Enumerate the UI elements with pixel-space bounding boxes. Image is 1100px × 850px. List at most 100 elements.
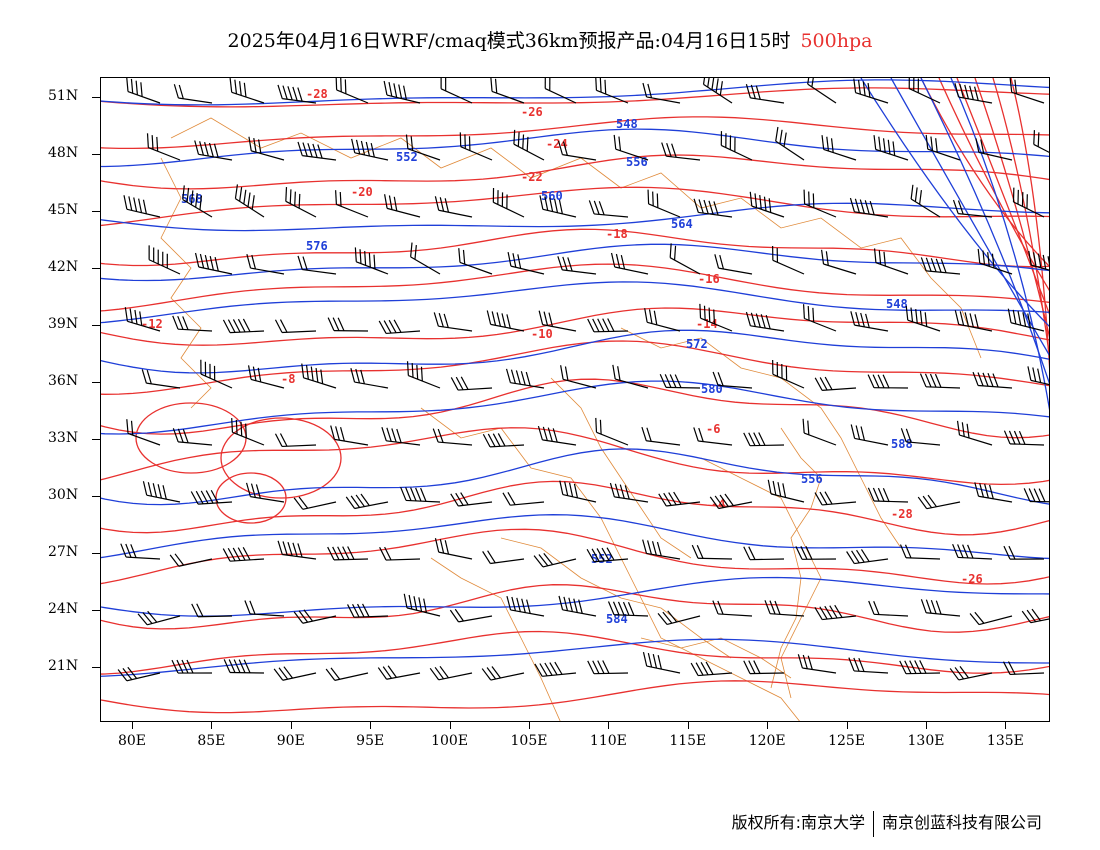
wind-barb [459,132,493,161]
wind-barb [557,256,597,275]
height-contours [101,78,1049,677]
wind-barb [764,600,805,617]
lat-tick-mark [92,154,100,155]
wind-barb [534,661,577,677]
wind-barb [432,428,473,446]
wind-barb [952,199,993,218]
wind-barb [720,131,753,161]
wind-barb [712,371,753,389]
wind-barb [743,432,785,447]
wind-barb [613,134,649,161]
wind-barb [293,496,337,510]
wind-barb [657,610,701,626]
wind-barb [821,135,857,161]
height-label: 552 [396,150,418,164]
wind-barb [642,539,681,560]
wind-barb [899,660,941,675]
wind-barb [381,426,421,446]
wind-barb [245,482,285,503]
wind-barb [669,243,701,275]
lon-tick-label: 125E [828,733,866,749]
wind-barb [507,251,545,275]
temperature-isotherm [992,78,1049,358]
temperature-label: -28 [306,87,328,101]
temperature-isotherm [920,78,1049,267]
temperature-isotherm [101,307,1049,346]
wind-barb [137,610,181,626]
height-isoline [101,638,1049,677]
lon-tick-label: 100E [431,733,469,749]
lat-tick-label: 42N [48,259,79,275]
height-label: 556 [626,155,648,169]
boundary-path [640,637,792,679]
wind-barb [849,197,889,218]
height-label: 572 [686,337,708,351]
wind-barb [900,428,941,446]
wind-barb [1033,130,1049,161]
wind-barb [440,78,473,104]
company-name: 南京创蓝科技有限公司 [881,813,1042,832]
wind-barb [148,245,181,275]
wind-barb [492,187,525,218]
wind-barb [505,368,545,389]
wind-barb [595,417,629,446]
wind-barb [949,666,993,681]
lon-tick-label: 110E [589,733,627,749]
wind-barb [814,491,857,506]
lat-tick-mark [92,667,100,668]
lon-tick-mark [132,722,133,729]
wind-barb [222,318,265,334]
lon-tick-mark [529,722,530,729]
wind-barb [117,666,161,682]
height-isoline [101,79,1049,106]
wind-barb [429,665,473,681]
temperature-isotherm [1010,78,1049,369]
wind-barb [274,319,317,334]
height-isoline [101,128,1049,168]
wind-barb [587,318,629,333]
temperature-label: -20 [351,185,373,199]
lon-tick-mark [211,722,213,729]
lon-tick-label: 85E [197,733,226,749]
wind-barb [607,601,649,617]
wind-barb [867,374,909,389]
wind-barb [558,595,597,617]
temperature-label: -24 [546,137,568,151]
wind-barb [544,78,577,104]
lat-tick-label: 27N [48,544,79,560]
temperature-isotherm [101,340,1049,395]
wind-barb [406,361,441,389]
wind-barb [194,252,233,275]
lon-tick-mark [926,722,927,729]
wind-barb [354,247,389,275]
wind-barb [410,242,441,275]
weather-map[interactable]: 5485525565605645685725765805845885485525… [100,77,1050,722]
height-label: 548 [886,297,908,311]
wind-barb [384,194,421,218]
wind-barb [661,142,701,161]
wind-barb [173,84,213,104]
wind-barb [641,426,681,446]
wind-barb [749,191,785,218]
footer: 版权所有:南京大学 南京创蓝科技有限公司 [732,809,1042,837]
height-label: 552 [591,552,613,566]
temperature-isotherm [101,680,1049,714]
lon-tick-label: 95E [356,733,385,749]
wind-barb [1002,661,1045,676]
lon-tick-mark [370,722,372,729]
wind-barb [539,195,577,218]
wind-barb [345,493,389,510]
wind-barb [172,428,213,446]
wind-barb [1009,78,1045,104]
wind-barb [803,189,837,218]
wind-barb [595,78,629,104]
height-label: 560 [541,189,563,203]
wind-barb [327,546,369,561]
temperature-isotherm [101,427,1049,486]
wind-barb [246,254,285,275]
wind-barb [693,198,733,218]
height-label: 564 [671,217,693,231]
height-isoline [101,448,1049,506]
wind-barb [956,420,993,446]
wind-barb [244,600,285,617]
